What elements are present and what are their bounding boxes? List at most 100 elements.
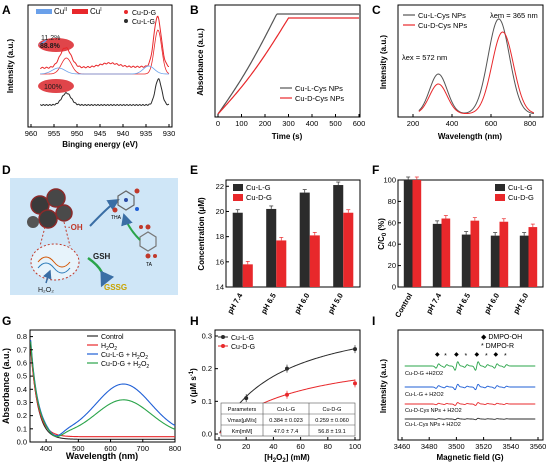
point-cu-l-g-2: [244, 396, 249, 401]
table-header-culg: Cu-L-G: [277, 407, 295, 413]
epr-dmpo-oh-marker: ◆: [494, 352, 499, 358]
bar-cu-d-g-3: [499, 221, 509, 287]
panel-a-xtick: 935: [140, 129, 153, 138]
panel-e-frame: [225, 179, 361, 288]
panel-b: Cu-L-Cys NPs Cu-D-Cys NPs 0 100 200 300 400 5…: [196, 4, 366, 141]
panel-f-ylabel: C/C0 (%): [377, 218, 388, 250]
panel-a-ylabel: Intensity (a.u.): [6, 39, 15, 94]
panel-c-xtick: 400: [446, 119, 459, 128]
panel-label-e: E: [190, 163, 198, 177]
ytick: 20: [388, 261, 396, 270]
xtick-category: pH 7.4: [225, 291, 244, 316]
legend-c-cudcys-label: Cu-D-Cys NPs: [418, 21, 467, 30]
legend-f-cudg-swatch: [495, 194, 505, 201]
legend-g-culg: Cu-L-G + H2O2: [101, 352, 148, 361]
bar-cu-d-g-0: [412, 180, 422, 287]
epr-dmpo-oh-marker: ◆: [474, 352, 479, 358]
panel-h-ytick: 0.1: [202, 397, 212, 406]
panel-g-ytick: 0.2: [17, 411, 27, 420]
panel-i-xtick: 3540: [502, 442, 519, 451]
panel-g-ytick: 0.0: [17, 438, 27, 447]
epr-label-cudg: Cu-D-G +H2O2: [405, 371, 443, 377]
panel-b-ylabel: Absorbance (a.u.): [196, 28, 205, 96]
ytick: 22: [216, 182, 224, 191]
svg-text:CuII: CuII: [54, 7, 67, 16]
panel-e: 14 16 18 20 22 pH 7.4 pH 6.5 pH 6.0 pH 5.0 Cu-L-…: [197, 179, 361, 316]
nanoparticle-cluster: [27, 188, 73, 229]
epr-dmpo-r-marker: *: [485, 353, 488, 360]
legend-g-h2o2: H2O2: [101, 343, 117, 352]
panel-a-xtick: 945: [94, 129, 107, 138]
legend-f-culg-label: Cu-L-G: [508, 183, 533, 192]
table-km-culg: 47.0 ± 7.4: [274, 429, 298, 435]
bar-cu-l-g-3: [490, 235, 500, 287]
legend-culg-marker: [124, 19, 128, 23]
bar-cu-l-g-2: [299, 192, 310, 287]
panel-g-ytick: 0.3: [17, 398, 27, 407]
legend-g: Control H2O2 Cu-L-G + H2O2 Cu-D-G + H2O2: [87, 334, 149, 370]
panel-b-frame: [214, 4, 361, 118]
panel-g-xtick: 600: [104, 444, 117, 453]
bar-cu-d-g-4: [528, 227, 538, 287]
label-gsh: GSH: [93, 252, 111, 261]
epr-culcys-trace: [404, 417, 536, 421]
xtick-category: pH 5.0: [511, 292, 530, 316]
panel-i-xtick: 3500: [448, 442, 465, 451]
pie-a-top-cu2-pct: 11.2%: [41, 35, 60, 42]
epr-cudcys-trace: [404, 402, 536, 406]
legend-cu2-label: Cu: [54, 7, 64, 16]
legend-b-cudcys-label: Cu-D-Cys NPs: [295, 94, 344, 103]
xtick-category: pH 6.0: [482, 292, 501, 316]
legend-e-cudg-label: Cu-D-G: [246, 193, 272, 202]
bar-cu-l-g-3: [333, 185, 344, 287]
label-tha: THA: [111, 215, 122, 221]
table-vmax-cudg: 0.259 ± 0.060: [315, 418, 349, 424]
ytick: 0: [392, 283, 396, 292]
panel-d-schematic: ·OH THA TA GSH GSSG H₂O₂: [10, 178, 178, 295]
panel-g-xtick: 700: [137, 444, 150, 453]
legend-cu1-swatch: [72, 9, 88, 14]
table-km-label: Km[mM]: [232, 429, 253, 435]
label-ta: TA: [146, 262, 153, 268]
abs-cudg-curve: [30, 341, 176, 437]
table-vmax-culg: 0.384 ± 0.023: [269, 418, 303, 424]
panel-b-xtick: 400: [306, 119, 319, 128]
legend-culg-label: Cu-L-G: [132, 19, 155, 26]
epr-dmpo-r-marker: *: [504, 353, 507, 360]
panel-b-xtick: 600: [353, 119, 366, 128]
epr-dmpo-r-marker: *: [444, 353, 447, 360]
panel-h-xlabel: [H2O2] (mM): [264, 453, 310, 462]
legend-cudg-label: Cu-D-G: [132, 10, 156, 17]
panel-c-frame: [397, 4, 544, 118]
panel-i-ylabel: Intensity (a.u.): [379, 359, 388, 414]
panel-b-xtick: 0: [216, 119, 220, 128]
legend-cudg-marker: [124, 10, 128, 14]
kinetics-culcys-curve: [217, 13, 359, 115]
bar-cu-l-g-4: [519, 235, 529, 287]
panel-b-xtick: 500: [329, 119, 342, 128]
panel-h-frame: [214, 329, 361, 441]
table-km-cudg: 56.8 ± 19.1: [318, 429, 345, 435]
point-cu-d-g-3: [285, 392, 289, 397]
panel-b-xtick: 100: [235, 119, 248, 128]
schematic-background: [10, 178, 178, 295]
legend-cu1-label: Cu: [90, 7, 100, 16]
panel-g-ytick: 0.6: [17, 358, 27, 367]
panel-c-xtick: 600: [485, 119, 498, 128]
bar-cu-d-g-2: [470, 220, 480, 287]
epr-dmpo-r-marker: *: [465, 353, 468, 360]
legend-i-dmpo-oh: ◆ DMPO-OH: [481, 334, 522, 341]
xps-cudg-fit-cu2: [40, 65, 170, 75]
panel-label-c: C: [372, 3, 381, 17]
panel-b-xtick: 200: [259, 119, 272, 128]
bar-cu-l-g-2: [461, 234, 471, 287]
xtick-category: pH 6.5: [453, 292, 472, 316]
pie-a-bottom: [38, 79, 74, 93]
panel-label-i: I: [372, 314, 375, 328]
label-oh-radical: ·OH: [68, 223, 83, 232]
panel-g-ytick: 0.7: [17, 345, 27, 354]
xtick-category: Control: [393, 292, 414, 320]
legend-cu2-swatch: [36, 9, 52, 14]
svg-text:CuI: CuI: [90, 7, 102, 16]
legend-c-culcys-label: Cu-L-Cys NPs: [418, 11, 466, 20]
